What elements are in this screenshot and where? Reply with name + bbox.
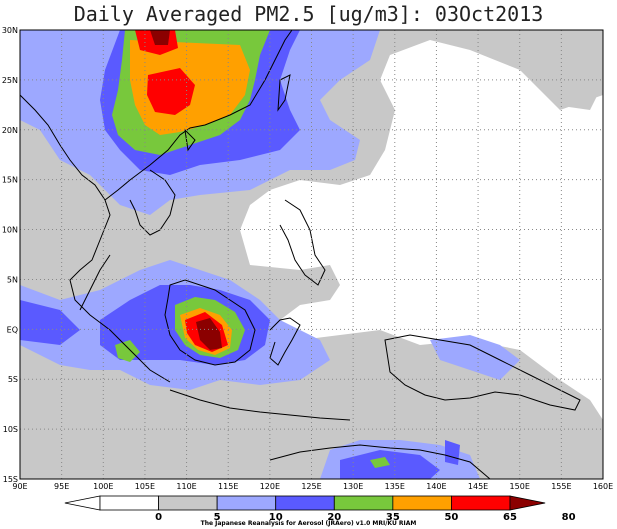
colorbar-segment [275, 495, 335, 511]
colorbar-label: 65 [503, 512, 517, 523]
pm25-band-35-50-aus [370, 457, 390, 468]
colorbar-segment [99, 495, 159, 511]
lon-tick-label: 150E [510, 482, 530, 491]
lat-tick-label: 30N [2, 26, 18, 35]
colorbar-left-arrow [64, 495, 101, 511]
lat-tick-label: 15N [2, 176, 18, 185]
longitude-labels: 90E 95E 100E 105E 110E 115E 120E 125E 130E 135E 14… [12, 482, 613, 491]
pm25-band-80-plus-borneo [196, 318, 222, 350]
colorbar-label: 10 [269, 512, 283, 523]
colorbar-label: 0 [155, 512, 162, 523]
pm25-band-5-10-east [545, 70, 600, 110]
pm25-band-20-35-west [20, 300, 80, 345]
lat-tick-label: 5S [8, 375, 18, 384]
pm25-band-20-35-aus [340, 450, 440, 479]
lat-tick-label: 15S [3, 475, 18, 484]
colorbar-right-arrow [509, 495, 546, 511]
lon-tick-label: 105E [135, 482, 155, 491]
lat-tick-label: 25N [2, 76, 18, 85]
lat-tick-label: 5N [7, 275, 18, 284]
lon-tick-label: 145E [468, 482, 488, 491]
pm25-band-5-10-left [20, 230, 90, 290]
lon-tick-label: 120E [260, 482, 280, 491]
lat-tick-label: 10S [3, 425, 18, 434]
pm25-band-10-20-png [430, 335, 520, 380]
lon-tick-label: 130E [343, 482, 363, 491]
pm25-band-65-80 [147, 68, 195, 115]
latitude-labels: 30N 25N 20N 15N 10N 5N EQ 5S 10S 15S [2, 26, 18, 484]
pm25-field [20, 30, 603, 479]
lon-tick-label: 100E [93, 482, 113, 491]
lat-tick-label: 20N [2, 126, 18, 135]
lon-tick-label: 125E [301, 482, 321, 491]
lon-tick-label: 115E [218, 482, 238, 491]
lon-tick-label: 135E [385, 482, 405, 491]
lon-tick-label: 95E [54, 482, 69, 491]
map-frame [19, 29, 604, 480]
lat-tick-label: EQ [7, 325, 18, 334]
map-title: Daily Averaged PM2.5 [ug/m3]: 03Oct2013 [73, 2, 544, 26]
lon-tick-label: 140E [426, 482, 446, 491]
lon-tick-label: 155E [551, 482, 571, 491]
colorbar-segment [216, 495, 277, 511]
colorbar-label: 80 [562, 512, 576, 523]
colorbar-segment [392, 495, 452, 511]
lon-tick-label: 110E [176, 482, 196, 491]
pm25-band-35-50-sumatra [115, 340, 140, 362]
lon-tick-label: 90E [12, 482, 27, 491]
pm25-band-20-35-blob [445, 440, 460, 465]
colorbar-label: 35 [386, 512, 400, 523]
colorbar-segment [451, 495, 511, 511]
colorbar-label: 20 [327, 512, 341, 523]
coastlines [20, 30, 581, 479]
graticule [20, 30, 603, 479]
pm25-band-80-plus [150, 30, 170, 45]
colorbar-label: 5 [214, 512, 221, 523]
colorbar-label: 50 [444, 512, 458, 523]
lon-tick-label: 160E [593, 482, 613, 491]
colorbar-segment [158, 495, 218, 511]
credit-line: The Japanese Reanalysis for Aerosol (JRA… [200, 520, 417, 527]
lat-tick-label: 10N [2, 226, 18, 235]
colorbar-segment [333, 495, 394, 511]
